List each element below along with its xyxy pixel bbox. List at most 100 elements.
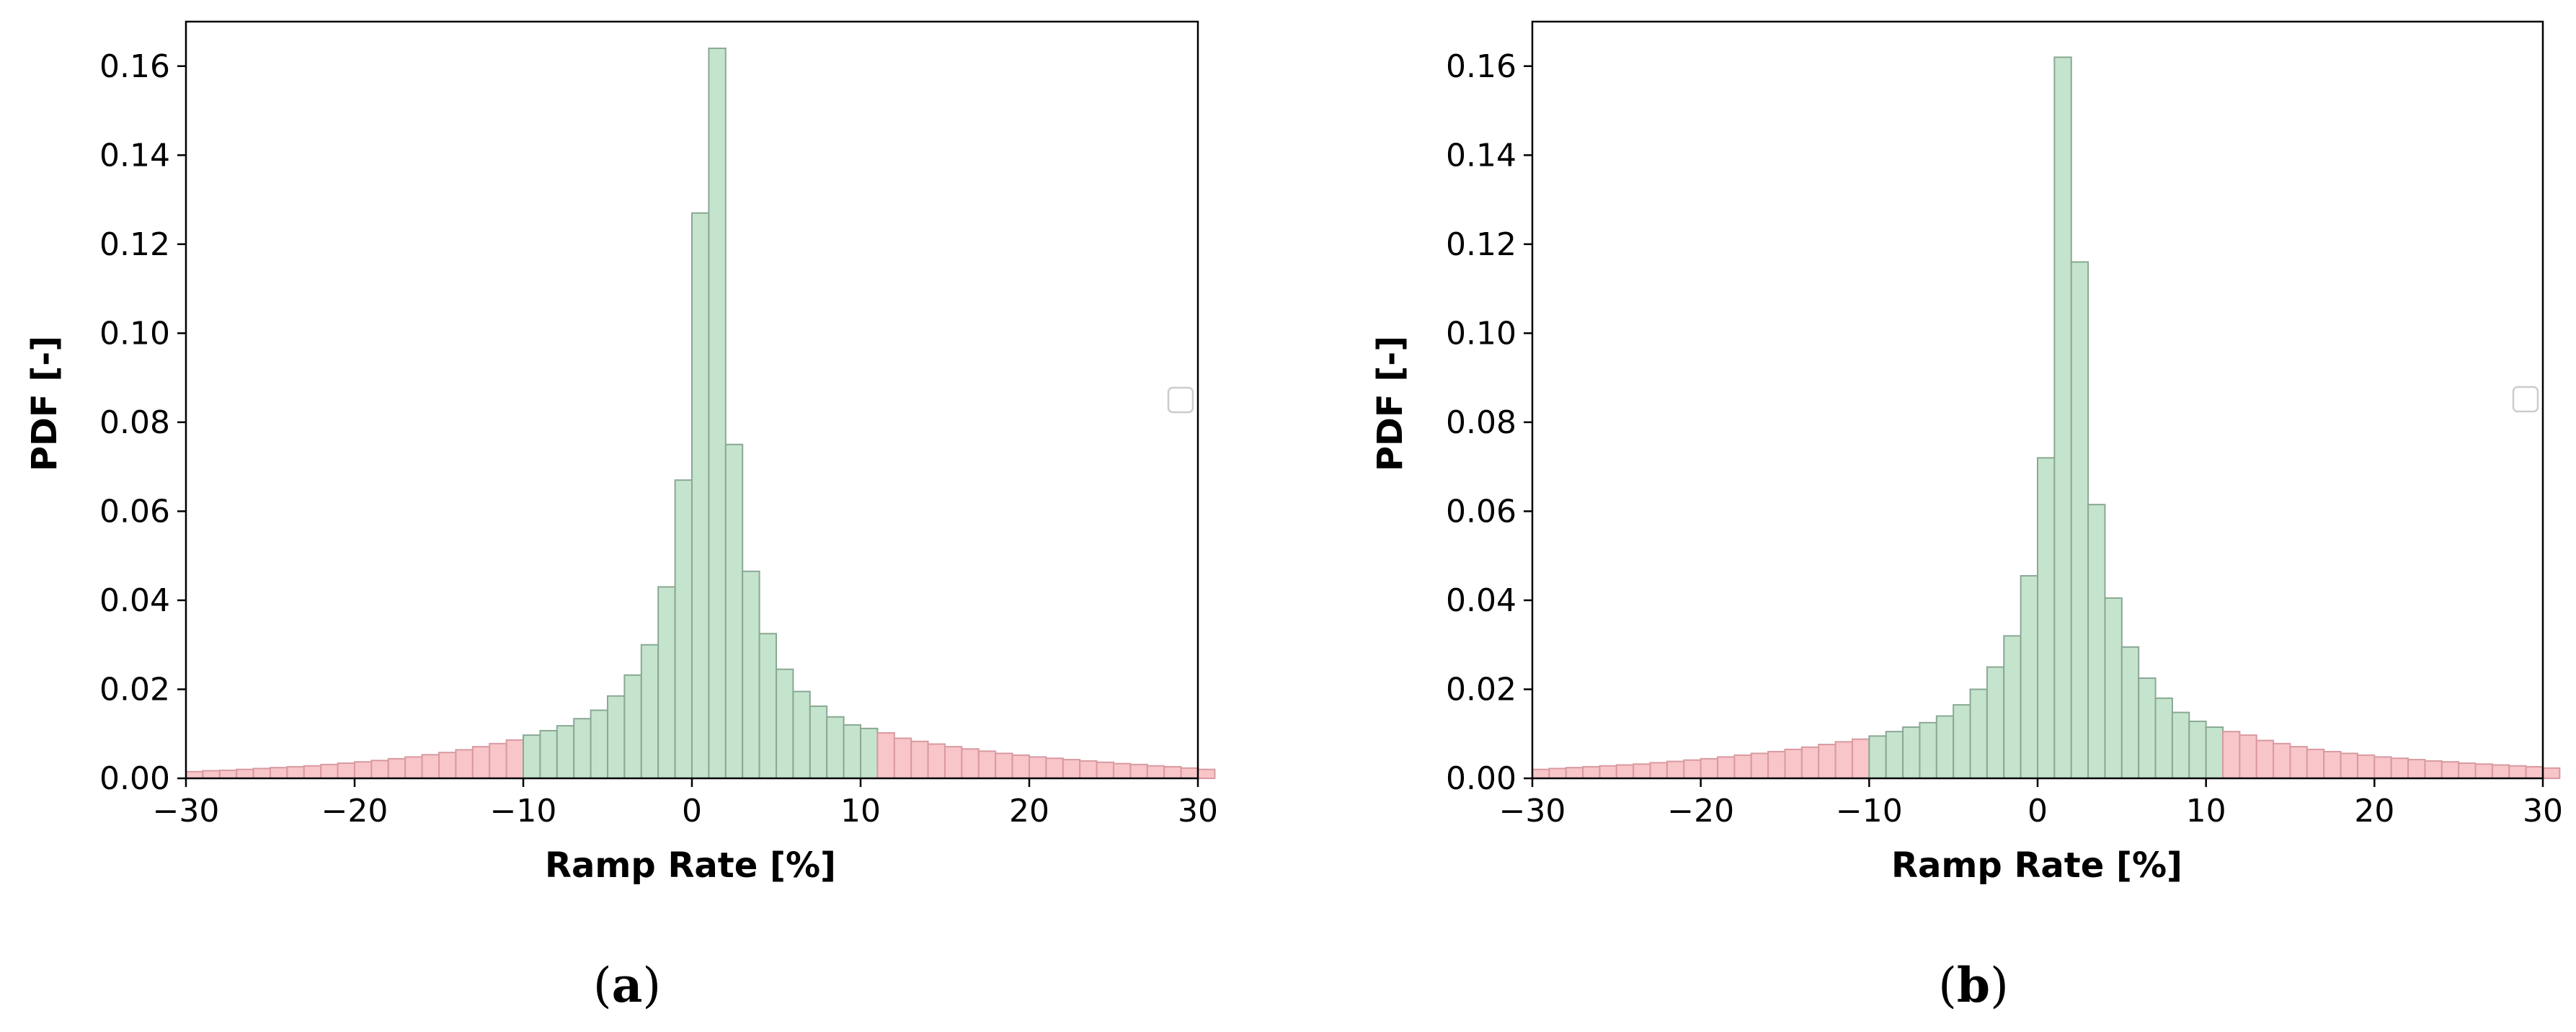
y-tick-label: 0.14: [99, 137, 170, 174]
bar-within-threshold: [826, 716, 845, 780]
bar-within-threshold: [2154, 697, 2173, 780]
bar-outside-threshold: [1767, 750, 1786, 779]
y-axis-label: PDF [-]: [1370, 336, 1411, 471]
bar-within-threshold: [2188, 720, 2207, 779]
x-tick-label: −30: [1499, 793, 1566, 829]
bar-outside-threshold: [1532, 768, 1550, 780]
bar-outside-threshold: [1834, 741, 1853, 779]
x-tick-label: −10: [1836, 793, 1903, 829]
legend-box: [1167, 386, 1194, 414]
bar-outside-threshold: [286, 765, 305, 779]
bar-outside-threshold: [1750, 752, 1769, 780]
bar-within-threshold: [1902, 726, 1921, 779]
bar-outside-threshold: [1197, 768, 1216, 780]
bar-outside-threshold: [1800, 746, 1820, 780]
bar-outside-threshold: [1062, 759, 1081, 780]
bar-outside-threshold: [1700, 757, 1719, 779]
bar-outside-threshold: [202, 770, 221, 779]
bar-outside-threshold: [1079, 760, 1098, 780]
bar-outside-threshold: [218, 769, 238, 780]
x-tick-label: 30: [2523, 793, 2563, 829]
bar-outside-threshold: [2222, 731, 2241, 780]
bar-outside-threshold: [1717, 756, 1736, 779]
bar-outside-threshold: [1818, 744, 1836, 780]
bar-outside-threshold: [910, 740, 929, 779]
bar-outside-threshold: [387, 757, 407, 779]
svg-text:(a): (a): [593, 957, 661, 1013]
y-tick-label: 0.04: [99, 582, 170, 619]
bar-outside-threshold: [2239, 734, 2257, 780]
bar-within-threshold: [523, 734, 541, 780]
bar-within-threshold: [708, 48, 727, 779]
bar-outside-threshold: [893, 737, 912, 780]
bar-within-threshold: [758, 633, 777, 780]
bar-outside-threshold: [2542, 767, 2561, 780]
bar-within-threshold: [539, 729, 558, 779]
bar-within-threshold: [640, 644, 659, 780]
y-tick-label: 0.10: [99, 315, 170, 352]
x-tick-label: 20: [1009, 793, 1049, 829]
bar-outside-threshold: [1129, 763, 1148, 779]
bar-outside-threshold: [961, 748, 980, 779]
bar-outside-threshold: [2407, 759, 2426, 780]
bar-outside-threshold: [2306, 748, 2325, 779]
bar-within-threshold: [2053, 56, 2072, 780]
x-tick-label: 20: [2354, 793, 2394, 829]
x-tick-label: −20: [321, 793, 388, 829]
legend-box: [2512, 386, 2539, 413]
bar-outside-threshold: [977, 750, 997, 779]
bar-within-threshold: [556, 725, 575, 779]
chart-panel-b: PDF [-] Ramp Rate [%] (b) 0.00 0.02 0.04 0.…: [1370, 20, 2563, 1013]
bar-outside-threshold: [2323, 750, 2342, 779]
x-tick-label: 30: [1178, 793, 1218, 829]
bar-within-threshold: [623, 674, 642, 780]
bars: [185, 48, 1216, 780]
bar-outside-threshold: [505, 739, 524, 780]
bar-within-threshold: [2003, 635, 2022, 779]
bar-within-threshold: [1953, 704, 1971, 780]
bar-outside-threshold: [2340, 752, 2358, 780]
bar-outside-threshold: [927, 743, 946, 779]
y-axis-label: PDF [-]: [25, 336, 65, 471]
bar-outside-threshold: [2390, 757, 2410, 779]
bar-within-threshold: [674, 479, 693, 779]
bar-within-threshold: [2087, 504, 2106, 780]
x-tick-label: 10: [2186, 793, 2226, 829]
bar-within-threshold: [776, 668, 794, 779]
bar-outside-threshold: [370, 760, 389, 780]
panel-caption-a: (a): [593, 957, 661, 1013]
bar-outside-threshold: [236, 768, 254, 780]
bar-outside-threshold: [438, 752, 457, 780]
y-tick-label: 0.10: [1446, 315, 1516, 352]
bar-outside-threshold: [1666, 760, 1685, 780]
bar-outside-threshold: [270, 767, 288, 780]
bar-within-threshold: [1935, 715, 1955, 780]
bar-within-threshold: [809, 705, 828, 779]
bar-outside-threshold: [2525, 765, 2544, 779]
bar-outside-threshold: [252, 768, 272, 780]
bar-outside-threshold: [2458, 762, 2477, 779]
bar-within-threshold: [607, 695, 626, 779]
bar-outside-threshold: [1633, 763, 1651, 779]
bar-outside-threshold: [2255, 739, 2275, 779]
bar-within-threshold: [742, 570, 760, 779]
chart-panel-a: PDF [-] Ramp Rate [%] (a) 0.00 0.02 0.04 0.…: [25, 20, 1218, 1013]
y-tick-label: 0.04: [1446, 582, 1516, 619]
bar-outside-threshold: [2474, 763, 2493, 779]
bar-outside-threshold: [1113, 762, 1132, 779]
bar-outside-threshold: [471, 746, 491, 780]
bar-within-threshold: [657, 586, 676, 779]
bar-within-threshold: [843, 724, 861, 780]
bar-within-threshold: [2070, 261, 2089, 779]
bar-within-threshold: [860, 727, 879, 780]
bar-outside-threshold: [1733, 754, 1752, 780]
y-tick-label: 0.16: [99, 48, 170, 85]
y-tick-label: 0.00: [1446, 760, 1516, 797]
bar-outside-threshold: [2508, 765, 2527, 779]
x-tick-label: −30: [153, 793, 220, 829]
bar-outside-threshold: [1548, 768, 1567, 780]
bar-within-threshold: [2104, 597, 2123, 779]
bar-outside-threshold: [944, 746, 963, 780]
y-tick-label: 0.12: [99, 226, 170, 263]
bar-within-threshold: [2120, 646, 2140, 779]
